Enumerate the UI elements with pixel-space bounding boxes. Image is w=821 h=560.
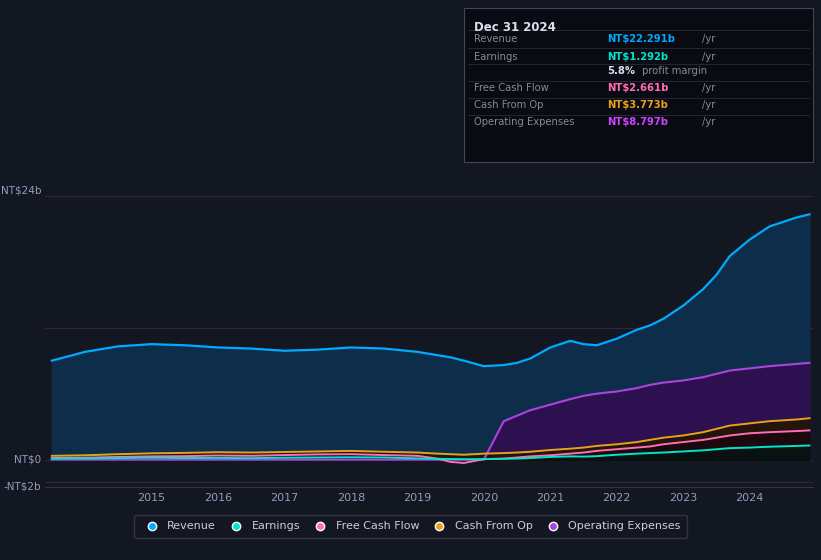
Text: /yr: /yr bbox=[702, 100, 715, 110]
Text: NT$2.661b: NT$2.661b bbox=[608, 83, 669, 94]
Text: /yr: /yr bbox=[702, 34, 715, 44]
Text: /yr: /yr bbox=[702, 83, 715, 94]
Text: Cash From Op: Cash From Op bbox=[474, 100, 544, 110]
Text: Free Cash Flow: Free Cash Flow bbox=[474, 83, 548, 94]
Text: -NT$2b: -NT$2b bbox=[3, 482, 41, 492]
Text: NT$24b: NT$24b bbox=[1, 185, 41, 195]
Text: NT$22.291b: NT$22.291b bbox=[608, 34, 676, 44]
Text: /yr: /yr bbox=[702, 52, 715, 62]
Text: NT$0: NT$0 bbox=[14, 455, 41, 465]
Text: profit margin: profit margin bbox=[639, 66, 707, 76]
Text: NT$1.292b: NT$1.292b bbox=[608, 52, 668, 62]
Text: Revenue: Revenue bbox=[474, 34, 517, 44]
Text: Earnings: Earnings bbox=[474, 52, 517, 62]
Text: Dec 31 2024: Dec 31 2024 bbox=[474, 21, 556, 34]
Text: NT$3.773b: NT$3.773b bbox=[608, 100, 668, 110]
Legend: Revenue, Earnings, Free Cash Flow, Cash From Op, Operating Expenses: Revenue, Earnings, Free Cash Flow, Cash … bbox=[134, 515, 687, 538]
Text: 5.8%: 5.8% bbox=[608, 66, 635, 76]
Text: /yr: /yr bbox=[702, 117, 715, 127]
Text: NT$8.797b: NT$8.797b bbox=[608, 117, 668, 127]
Text: Operating Expenses: Operating Expenses bbox=[474, 117, 574, 127]
